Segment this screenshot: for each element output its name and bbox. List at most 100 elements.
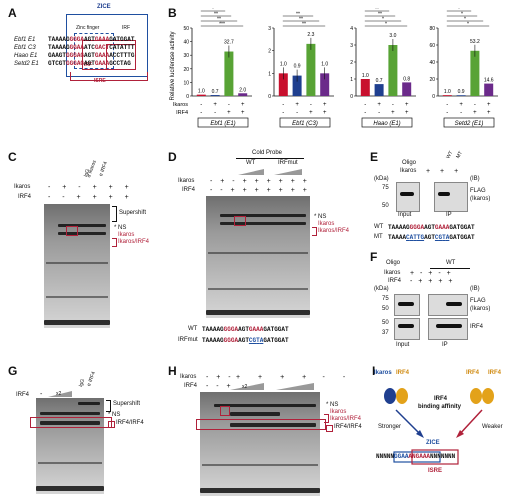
e-mt-seq-label: MT: [374, 234, 383, 240]
b-sig-label: *: [385, 22, 387, 28]
b-ikaros-sign: -: [474, 102, 476, 108]
seq-part: GTCGT: [48, 60, 67, 67]
b-sig-label: *: [458, 8, 460, 13]
irf-bottom-label: IRF: [84, 62, 93, 68]
c-ik-label: Ikaros: [118, 232, 135, 238]
seq-row-name: Ebf1 C3: [14, 45, 36, 51]
seq-part: GACT: [94, 44, 110, 51]
h-band-ns: [214, 404, 316, 407]
d-cold-wedges: [238, 169, 302, 175]
h-ik-label: Ikaros: [330, 409, 347, 415]
seq-part: GGGA: [69, 36, 85, 43]
b-irf4-sign: -: [378, 110, 380, 116]
e-flag-label: FLAG: [470, 188, 486, 194]
b-bar: [320, 73, 330, 96]
f-flag2-label: (Ikaros): [470, 306, 491, 312]
c-airf-label: α IRF4: [98, 160, 109, 178]
h-irfirf-label: IRF4/IRF4: [334, 424, 362, 430]
irf4-shape-b: [470, 388, 482, 404]
f-ip-label: IP: [442, 342, 448, 348]
b-ikaros-sign: -: [392, 102, 394, 108]
c-band-ik: [58, 232, 106, 235]
i-binding2-label: binding affinity: [418, 404, 461, 410]
i-seq-part4: NGAAA: [412, 453, 431, 460]
f-m50: 50: [382, 306, 389, 312]
seq-part: ACCTTTG: [109, 52, 135, 59]
d-band-ik: [220, 222, 306, 225]
i-ikaros-label: Ikaros: [374, 370, 392, 376]
e-flag2-label: (Ikaros): [470, 196, 491, 202]
b-tick-label: 80: [429, 26, 435, 32]
h-ikirf-label: Ikaros/IRF4: [330, 416, 362, 422]
b-sig-label: *: [467, 22, 469, 28]
i-irf4c-label: IRF4: [488, 370, 502, 376]
f-irf4b-label: IRF4: [470, 324, 484, 330]
seq-part: GGAA: [69, 44, 85, 51]
seq-row: Ebf1 E1 TAAAAGGGGAAGTGAAAGATGGAT: [14, 36, 134, 44]
e-oligo-label: Oligo: [402, 160, 417, 166]
isre-label: ISRE: [94, 78, 106, 84]
stronger-arrow: [395, 409, 423, 437]
d-cold-line: [236, 158, 304, 159]
b-ikaros-sign: +: [295, 102, 299, 108]
b-ylabel: Relative luciferase activity: [170, 31, 176, 100]
d-cold-label: Cold Probe: [252, 150, 283, 156]
d-ikirf-bracket: [312, 227, 317, 236]
b-bar: [360, 79, 370, 96]
d-ikaros-label: Ikaros: [178, 178, 195, 184]
seq-part: ATC: [84, 44, 95, 51]
irf4-shape-c: [482, 388, 494, 404]
panel-label-g: G: [8, 364, 18, 378]
b-row-irf4: IRF4: [176, 110, 188, 116]
f-m50b: 50: [382, 320, 389, 326]
b-label-box: [279, 117, 331, 128]
b-ikaros-sign: +: [213, 102, 217, 108]
seq-part: AGT: [84, 52, 95, 59]
seq-part: GAAGT: [48, 52, 67, 59]
i-seq-part3: A: [408, 453, 413, 460]
b-tick-label: 20: [429, 77, 435, 83]
b-ikaros-sign: -: [310, 102, 312, 108]
b-value-label: 1.0: [198, 89, 205, 95]
d-seq-wt: TAAAAGGGGAAGTGAAAGATGGAT: [202, 326, 289, 333]
b-irf4-sign: +: [391, 110, 395, 116]
b-bar: [484, 83, 494, 96]
i-irf4b-label: IRF4: [466, 370, 480, 376]
b-tick-label: 4: [350, 26, 353, 32]
b-sig-label: **: [214, 12, 218, 18]
b-sig-label: **: [375, 8, 379, 13]
i-weaker-label: Weaker: [482, 424, 503, 430]
g-ns-label: * NS: [108, 412, 121, 418]
h-gel: [200, 392, 320, 496]
g-igg-label: IgG: [77, 378, 87, 388]
b-irf4-sign: +: [227, 110, 231, 116]
seq-row: Setd2 E1 GTCGTGGGAGAGTGAAAGCCTAG: [14, 60, 131, 68]
weaker-arrow: [457, 409, 483, 437]
b-ikaros-sign: -: [446, 102, 448, 108]
b-bar: [238, 93, 248, 96]
g-band-irf: [40, 421, 100, 425]
e-blot-ip-band: [438, 192, 450, 196]
f-flag-label: FLAG: [470, 298, 486, 304]
b-ikaros-sign: -: [282, 102, 284, 108]
ikaros-shape: [384, 388, 396, 404]
e-blot-ip: [434, 182, 468, 212]
g-band-ns: [40, 412, 100, 415]
panel-label-d: D: [168, 150, 177, 164]
b-tick-label: 0: [432, 94, 435, 100]
seq-row-name: Setd2 E1: [14, 61, 39, 67]
isre-box: [411, 449, 459, 465]
b-bar: [374, 84, 384, 96]
b-bar: [210, 95, 220, 96]
b-sig-label: *: [464, 17, 466, 23]
f-m75: 75: [382, 296, 389, 302]
h-ikirf-bracket: [324, 414, 329, 423]
b-label-text: Setd2 (E1): [455, 121, 484, 127]
b-bar: [456, 95, 466, 96]
c-ns-label: * NS: [114, 225, 127, 231]
h-minus-ik: - - - -: [282, 374, 354, 381]
b-irf4-sign: +: [473, 110, 477, 116]
b-label-text: Ebf1 (C3): [292, 121, 318, 127]
c-ikirf-label: Ikaros/IRF4: [118, 239, 150, 245]
d-band-low2: [208, 288, 308, 290]
